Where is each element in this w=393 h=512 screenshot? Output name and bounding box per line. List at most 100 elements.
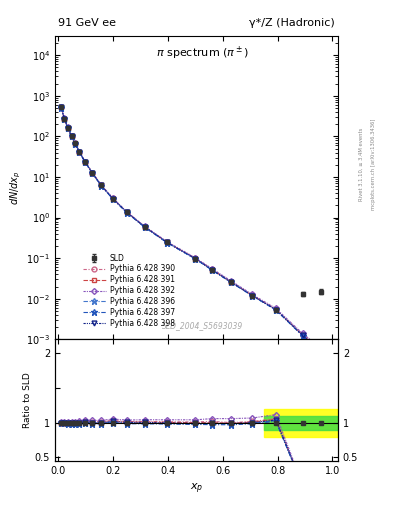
Pythia 6.428 398 [124,209,129,216]
Pythia 6.428 391 [274,306,278,312]
Line: Pythia 6.428 396: Pythia 6.428 396 [58,104,325,355]
Pythia 6.428 391 [73,140,77,146]
Pythia 6.428 398 [65,124,70,131]
Pythia 6.428 391 [62,116,67,122]
Pythia 6.428 391 [229,279,233,285]
Bar [264,416,338,430]
Text: SLD_2004_S5693039: SLD_2004_S5693039 [162,321,243,330]
Pythia 6.428 397 [83,159,88,165]
Pythia 6.428 398 [165,240,169,246]
Pythia 6.428 397 [274,307,278,313]
Pythia 6.428 398 [77,149,82,155]
Line: Pythia 6.428 397: Pythia 6.428 397 [58,104,325,355]
Pythia 6.428 391 [99,182,103,188]
Pythia 6.428 397 [193,256,198,262]
Text: 91 GeV ee: 91 GeV ee [58,18,116,28]
Pythia 6.428 397 [142,224,147,230]
Text: $\pi$ spectrum ($\pi^\pm$): $\pi$ spectrum ($\pi^\pm$) [156,45,249,62]
Pythia 6.428 396 [65,125,70,131]
Pythia 6.428 391 [59,104,63,111]
Pythia 6.428 390 [124,209,129,215]
Pythia 6.428 396 [83,159,88,165]
Pythia 6.428 391 [77,149,82,155]
Pythia 6.428 391 [300,332,305,338]
Pythia 6.428 391 [83,159,88,165]
Pythia 6.428 391 [142,224,147,230]
Pythia 6.428 391 [124,209,129,215]
Pythia 6.428 390 [250,292,255,298]
Pythia 6.428 392 [90,169,95,176]
Pythia 6.428 396 [73,141,77,147]
Pythia 6.428 397 [250,293,255,299]
Pythia 6.428 398 [274,307,278,313]
Pythia 6.428 396 [274,307,278,313]
Pythia 6.428 398 [73,140,77,146]
Pythia 6.428 390 [210,266,215,272]
Pythia 6.428 392 [229,278,233,284]
Pythia 6.428 390 [77,149,82,155]
Line: Pythia 6.428 390: Pythia 6.428 390 [59,105,324,352]
Pythia 6.428 390 [65,124,70,131]
Pythia 6.428 392 [69,133,74,139]
Pythia 6.428 390 [165,239,169,245]
Pythia 6.428 398 [99,182,103,188]
Pythia 6.428 397 [110,196,115,202]
Legend: SLD, Pythia 6.428 390, Pythia 6.428 391, Pythia 6.428 392, Pythia 6.428 396, Pyt: SLD, Pythia 6.428 390, Pythia 6.428 391,… [81,252,176,330]
Pythia 6.428 396 [210,267,215,273]
Pythia 6.428 390 [274,306,278,312]
Pythia 6.428 391 [69,133,74,139]
Pythia 6.428 397 [65,125,70,131]
Y-axis label: Ratio to SLD: Ratio to SLD [23,372,32,428]
Pythia 6.428 391 [250,292,255,298]
Pythia 6.428 392 [165,239,169,245]
Pythia 6.428 397 [229,280,233,286]
Pythia 6.428 392 [99,182,103,188]
Pythia 6.428 390 [90,169,95,176]
Pythia 6.428 390 [99,182,103,188]
Pythia 6.428 391 [65,124,70,131]
Pythia 6.428 392 [83,159,88,165]
Pythia 6.428 397 [69,133,74,139]
Pythia 6.428 392 [62,115,67,121]
Pythia 6.428 392 [319,345,324,351]
Pythia 6.428 396 [62,116,67,122]
Pythia 6.428 397 [62,116,67,122]
Pythia 6.428 390 [59,104,63,111]
Pythia 6.428 390 [83,159,88,165]
Pythia 6.428 390 [73,140,77,146]
Y-axis label: $dN/dx_p$: $dN/dx_p$ [9,170,24,205]
Pythia 6.428 396 [319,349,324,355]
Pythia 6.428 396 [59,104,63,111]
Pythia 6.428 390 [319,347,324,353]
Pythia 6.428 392 [124,208,129,215]
Pythia 6.428 391 [165,239,169,245]
Pythia 6.428 398 [59,104,63,111]
Pythia 6.428 391 [90,170,95,176]
Pythia 6.428 391 [210,267,215,273]
Pythia 6.428 396 [77,150,82,156]
Bar [264,409,338,437]
Pythia 6.428 390 [193,255,198,262]
Pythia 6.428 396 [124,209,129,216]
Pythia 6.428 392 [210,266,215,272]
Pythia 6.428 398 [229,279,233,285]
Pythia 6.428 392 [142,223,147,229]
Pythia 6.428 398 [142,224,147,230]
Pythia 6.428 397 [210,267,215,273]
Pythia 6.428 392 [193,255,198,261]
Pythia 6.428 398 [250,292,255,298]
Pythia 6.428 390 [110,195,115,201]
Pythia 6.428 398 [319,348,324,354]
Pythia 6.428 396 [229,279,233,285]
Pythia 6.428 397 [99,183,103,189]
Pythia 6.428 398 [62,116,67,122]
Pythia 6.428 392 [274,305,278,311]
Pythia 6.428 391 [110,196,115,202]
Pythia 6.428 392 [110,195,115,201]
Pythia 6.428 398 [69,133,74,139]
Pythia 6.428 391 [193,255,198,262]
Pythia 6.428 396 [69,133,74,139]
Line: Pythia 6.428 398: Pythia 6.428 398 [59,105,324,353]
Pythia 6.428 398 [90,170,95,176]
Pythia 6.428 390 [142,224,147,230]
